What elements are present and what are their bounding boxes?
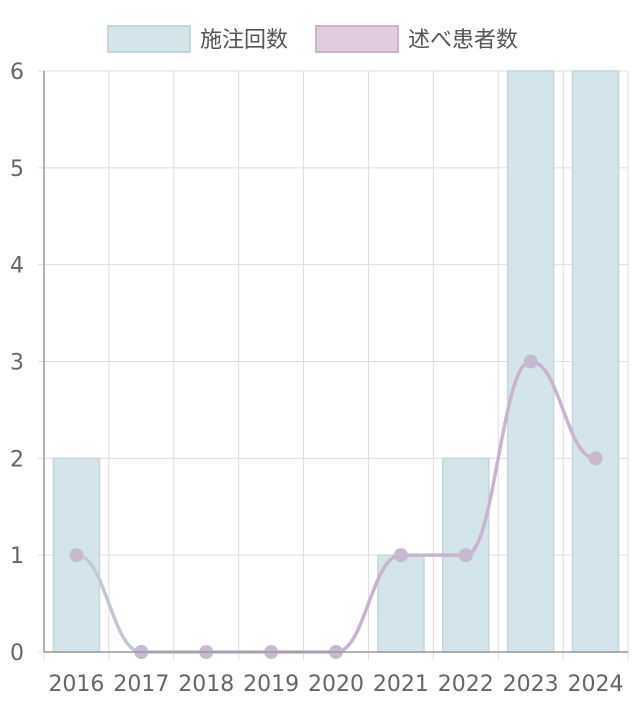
y-tick-label: 5 <box>10 157 24 182</box>
x-tick-label: 2018 <box>178 672 234 697</box>
y-tick-label: 3 <box>10 351 24 376</box>
x-tick-label: 2016 <box>48 672 104 697</box>
y-tick-label: 1 <box>10 544 24 569</box>
point-2022 <box>458 548 473 563</box>
x-tick-label: 2021 <box>373 672 429 697</box>
legend: 施注回数 述べ患者数 <box>107 25 518 53</box>
legend-label-line: 述べ患者数 <box>408 28 518 53</box>
x-tick-label: 2020 <box>308 672 364 697</box>
y-tick-label: 4 <box>10 254 24 279</box>
x-tick-label: 2019 <box>243 672 299 697</box>
legend-swatch-line <box>315 25 399 53</box>
point-2024 <box>588 451 603 466</box>
point-2016 <box>69 548 84 563</box>
legend-swatch-bar <box>107 25 191 53</box>
legend-label-bar: 施注回数 <box>200 28 288 53</box>
point-2021 <box>393 548 408 563</box>
x-tick-label: 2023 <box>503 672 559 697</box>
tick-labels: 0 1 2 3 4 5 6 2016 2017 2018 2019 2020 2021 2022 2023 2… <box>10 60 624 697</box>
x-tick-label: 2022 <box>438 672 494 697</box>
axes <box>43 71 628 653</box>
y-tick-label: 0 <box>10 641 24 666</box>
legend-item-line[interactable]: 述べ患者数 <box>315 25 518 53</box>
legend-item-bar[interactable]: 施注回数 <box>107 25 288 53</box>
grid <box>38 70 629 660</box>
x-tick-label: 2017 <box>113 672 169 697</box>
y-tick-label: 2 <box>10 447 24 472</box>
bar-2021 <box>377 554 425 653</box>
point-2023 <box>523 354 538 369</box>
x-tick-label: 2024 <box>568 672 624 697</box>
y-tick-label: 6 <box>10 60 24 85</box>
bar-2024 <box>571 70 620 653</box>
